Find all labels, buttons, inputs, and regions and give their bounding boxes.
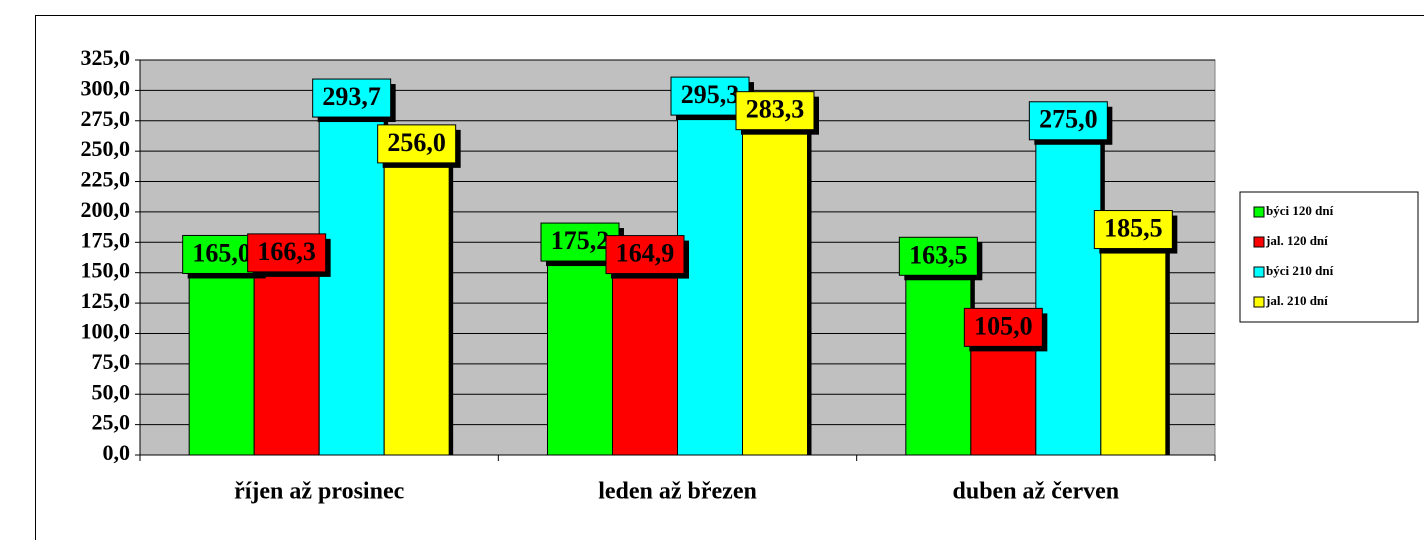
legend xyxy=(1239,191,1419,323)
data-label: 166,3 xyxy=(257,237,316,266)
y-tick-label: 50,0 xyxy=(92,379,131,404)
legend-swatch xyxy=(1253,236,1265,248)
y-tick-label: 250,0 xyxy=(81,136,131,161)
data-label-box xyxy=(605,235,685,275)
data-label: 105,0 xyxy=(974,311,1033,340)
bar xyxy=(547,241,613,456)
bar xyxy=(742,110,808,456)
data-label-box xyxy=(377,124,457,164)
x-tick-label: leden až březen xyxy=(598,479,757,505)
legend-label: býci 120 dní xyxy=(1266,203,1334,218)
y-tick-label: 75,0 xyxy=(92,349,131,374)
legend-label: býci 210 dní xyxy=(1266,263,1334,278)
legend-swatch xyxy=(1253,266,1265,278)
y-tick-label: 300,0 xyxy=(81,75,131,100)
y-tick-label: 0,0 xyxy=(103,440,131,465)
y-tick-label: 125,0 xyxy=(81,288,131,313)
data-label: 293,7 xyxy=(322,82,381,111)
bar xyxy=(188,253,255,456)
legend-swatch xyxy=(1253,206,1265,218)
data-label-box xyxy=(312,78,392,118)
y-tick-label: 25,0 xyxy=(92,410,131,435)
bar xyxy=(1100,229,1167,456)
y-tick-label: 275,0 xyxy=(81,106,131,131)
y-tick-label: 100,0 xyxy=(81,319,131,344)
y-tick-label: 225,0 xyxy=(81,167,131,192)
data-label: 283,3 xyxy=(746,95,805,124)
bar xyxy=(383,143,450,456)
data-label: 163,5 xyxy=(909,240,968,269)
data-label: 295,3 xyxy=(681,80,740,109)
y-tick-label: 175,0 xyxy=(81,227,131,252)
bar xyxy=(612,254,678,456)
bar xyxy=(1035,120,1102,456)
data-label: 256,0 xyxy=(387,128,446,157)
data-label-box xyxy=(247,233,327,273)
y-tick-label: 325,0 xyxy=(81,45,131,70)
data-label-box xyxy=(963,307,1043,347)
x-tick-label: duben až červen xyxy=(953,479,1120,505)
data-label: 175,2 xyxy=(551,226,610,255)
y-tick-label: 150,0 xyxy=(81,258,131,283)
legend-swatch xyxy=(1253,296,1265,308)
y-tick-label: 200,0 xyxy=(81,197,131,222)
x-tick-label: říjen až prosinec xyxy=(234,479,405,505)
data-label: 165,0 xyxy=(192,238,251,267)
data-label-box xyxy=(898,236,978,276)
data-label: 185,5 xyxy=(1104,214,1163,243)
data-label: 164,9 xyxy=(616,239,675,268)
data-label-box xyxy=(735,91,815,131)
bar xyxy=(905,255,972,456)
bar xyxy=(253,252,320,456)
data-label-box xyxy=(1093,210,1173,250)
data-label: 275,0 xyxy=(1039,105,1098,134)
data-label-box xyxy=(1028,101,1108,141)
legend-label: jal. 120 dní xyxy=(1265,233,1328,248)
legend-label: jal. 210 dní xyxy=(1265,293,1328,308)
